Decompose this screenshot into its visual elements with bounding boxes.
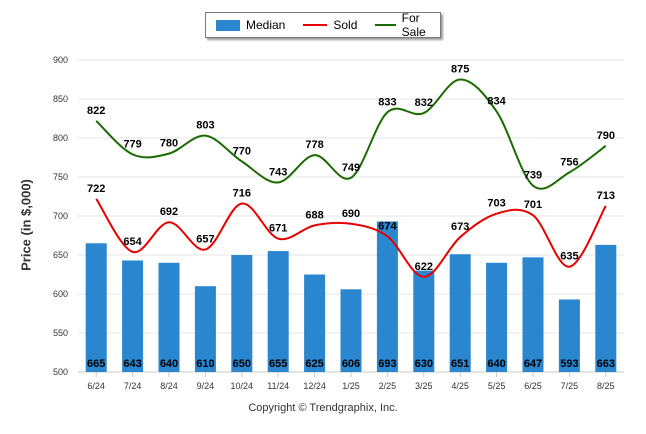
y-axis-label: Price (in $,000) xyxy=(18,179,34,271)
bar-data-label: 625 xyxy=(305,358,323,370)
y-tick-label: 600 xyxy=(53,289,68,299)
legend-swatch-sold xyxy=(303,24,328,26)
legend-label-for-sale: For Sale xyxy=(401,11,426,39)
sold-data-label: 671 xyxy=(269,223,287,235)
sold-data-label: 654 xyxy=(123,236,142,248)
legend-label-sold: Sold xyxy=(333,18,358,32)
bar-data-label: 663 xyxy=(597,358,615,370)
bar-median xyxy=(122,260,144,372)
for-sale-data-label: 770 xyxy=(233,145,251,157)
for-sale-data-label: 739 xyxy=(524,170,542,182)
bar-median xyxy=(194,286,216,372)
bar-median xyxy=(522,257,544,372)
for-sale-data-label: 749 xyxy=(342,162,360,174)
for-sale-data-label: 832 xyxy=(415,97,433,109)
x-tick-label: 8/24 xyxy=(160,381,178,391)
sold-data-label: 657 xyxy=(196,234,214,246)
bar-median xyxy=(85,243,107,372)
bar-data-label: 647 xyxy=(524,358,542,370)
for-sale-data-label: 822 xyxy=(87,105,105,117)
bar-data-label: 593 xyxy=(560,358,578,370)
x-tick-label: 9/24 xyxy=(197,381,215,391)
legend-item-median: Median xyxy=(216,18,285,32)
bar-data-label: 643 xyxy=(123,358,141,370)
bar-median xyxy=(449,254,471,372)
for-sale-data-label: 743 xyxy=(269,166,287,178)
y-tick-label: 900 xyxy=(53,55,68,65)
line-sold xyxy=(95,198,607,278)
for-sale-data-label: 780 xyxy=(160,138,178,150)
sold-data-label: 622 xyxy=(415,261,433,273)
y-tick-label: 650 xyxy=(53,250,68,260)
for-sale-data-label: 790 xyxy=(597,130,615,142)
for-sale-data-label: 803 xyxy=(196,120,214,132)
bar-data-label: 640 xyxy=(160,358,178,370)
sold-data-label: 688 xyxy=(305,209,323,221)
bar-data-label: 651 xyxy=(451,358,469,370)
x-tick-label: 12/24 xyxy=(303,381,326,391)
for-sale-data-label: 778 xyxy=(305,139,323,151)
bar-median xyxy=(231,255,253,372)
sold-data-label: 690 xyxy=(342,208,360,220)
x-tick-label: 10/24 xyxy=(231,381,254,391)
legend-item-sold: Sold xyxy=(303,18,357,32)
legend-label-median: Median xyxy=(246,18,286,32)
bar-median xyxy=(413,270,435,372)
y-tick-label: 850 xyxy=(53,94,68,104)
bar-median xyxy=(486,262,508,372)
sold-data-label: 722 xyxy=(87,183,105,195)
bar-data-label: 655 xyxy=(269,358,287,370)
for-sale-data-label: 779 xyxy=(123,138,141,150)
bar-data-label: 630 xyxy=(415,358,433,370)
bar-median xyxy=(558,299,580,372)
bar-median xyxy=(595,244,617,372)
legend-swatch-median xyxy=(216,19,240,31)
bar-median xyxy=(304,274,326,372)
bar-median xyxy=(158,262,180,372)
bar-data-label: 606 xyxy=(342,358,360,370)
x-tick-label: 8/25 xyxy=(597,381,615,391)
bar-median xyxy=(267,251,289,372)
x-tick-label: 4/25 xyxy=(451,381,469,391)
for-sale-data-label: 875 xyxy=(451,64,469,76)
bar-data-label: 650 xyxy=(233,358,251,370)
y-tick-label: 550 xyxy=(53,328,68,338)
sold-data-label: 673 xyxy=(451,221,469,233)
bar-data-label: 640 xyxy=(487,358,505,370)
bar-data-label: 665 xyxy=(87,358,105,370)
sold-data-label: 703 xyxy=(487,198,505,210)
copyright-footer: Copyright © Trendgraphix, Inc. xyxy=(248,402,398,414)
sold-data-label: 692 xyxy=(160,206,178,218)
sold-data-label: 674 xyxy=(378,220,397,232)
x-tick-label: 5/25 xyxy=(488,381,506,391)
line-for-sale xyxy=(95,78,607,190)
legend: Median Sold For Sale xyxy=(205,11,441,39)
x-tick-label: 2/25 xyxy=(379,381,397,391)
x-tick-label: 7/25 xyxy=(561,381,579,391)
y-tick-label: 700 xyxy=(53,211,68,221)
bar-data-label: 610 xyxy=(196,358,214,370)
sold-data-label: 635 xyxy=(560,251,578,263)
x-tick-label: 3/25 xyxy=(415,381,433,391)
legend-item-for-sale: For Sale xyxy=(375,11,440,39)
sold-data-label: 713 xyxy=(597,190,615,202)
for-sale-data-label: 756 xyxy=(560,156,578,168)
sold-data-label: 701 xyxy=(524,199,542,211)
x-tick-label: 6/24 xyxy=(87,381,105,391)
for-sale-data-label: 834 xyxy=(487,95,506,107)
y-tick-label: 750 xyxy=(53,172,68,182)
x-tick-label: 11/24 xyxy=(267,381,289,391)
bar-median xyxy=(340,289,362,372)
sold-data-label: 716 xyxy=(233,188,251,200)
y-tick-label: 800 xyxy=(53,133,68,143)
for-sale-data-label: 833 xyxy=(378,96,396,108)
y-tick-label: 500 xyxy=(53,367,68,377)
x-tick-label: 6/25 xyxy=(524,381,542,391)
x-tick-label: 7/24 xyxy=(124,381,142,391)
legend-swatch-for-sale xyxy=(375,24,396,26)
x-tick-label: 1/25 xyxy=(342,381,360,391)
bar-data-label: 693 xyxy=(378,358,396,370)
bar-median xyxy=(376,221,398,372)
